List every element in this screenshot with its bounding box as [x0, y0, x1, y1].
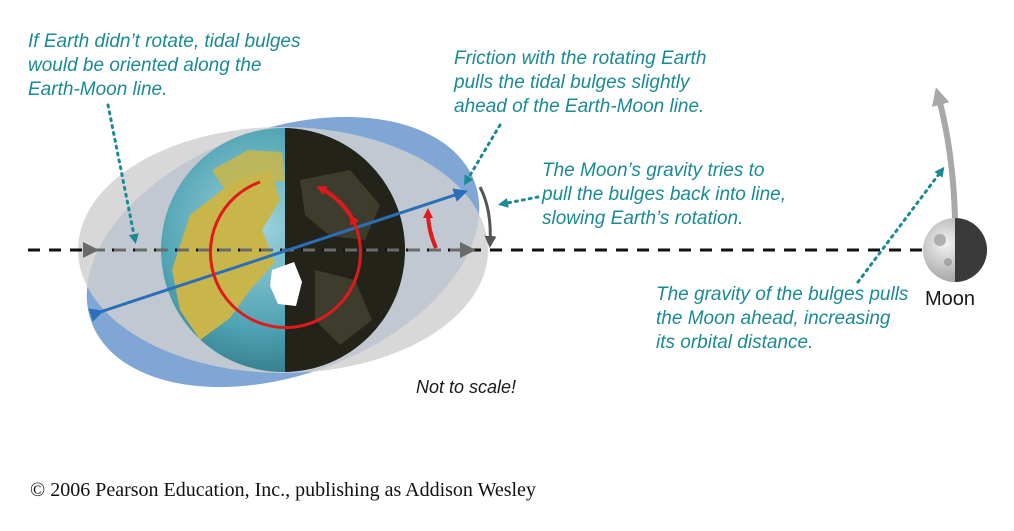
- leader-friction: [463, 123, 502, 186]
- moon-label: Moon: [925, 288, 976, 310]
- earth-rotation-arrow: [208, 180, 362, 329]
- note-friction: Friction with the rotating Earth pulls t…: [454, 48, 707, 117]
- note-moon-gravity: The Moon’s gravity tries to pull the bul…: [542, 160, 786, 229]
- note-bulge-gravity: The gravity of the bulges pulls the Moon…: [656, 284, 909, 353]
- scale-note: Not to scale!: [416, 377, 517, 397]
- moon: [923, 218, 987, 282]
- bulge-shift-arrow: [423, 208, 438, 249]
- rotated-bulge-axis: [88, 188, 468, 322]
- copyright-notice: © 2006 Pearson Education, Inc., publishi…: [30, 479, 536, 501]
- leader-no-rotation: [106, 103, 139, 244]
- leader-bulge-gravity: [856, 166, 945, 284]
- moon-orbit-arrow: [931, 87, 958, 219]
- earth-rotation-arrow-upper: [316, 186, 354, 220]
- continent-shape: [212, 150, 285, 190]
- note-no-rotation: If Earth didn’t rotate, tidal bulges wou…: [28, 31, 301, 100]
- leader-moon-gravity: [498, 195, 540, 208]
- moon-pullback-arrow: [478, 186, 497, 248]
